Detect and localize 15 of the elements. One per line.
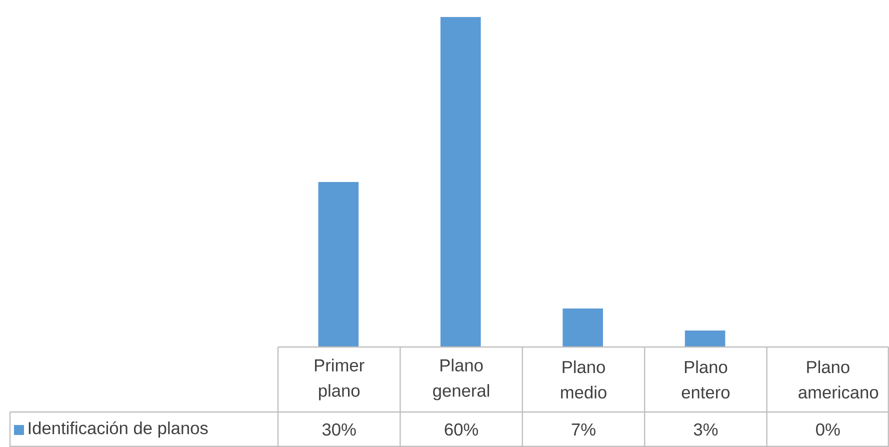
data-label: 30% — [322, 423, 356, 436]
x-tick-label: Plano americano — [798, 360, 878, 399]
x-tick-label: Primer plano — [315, 358, 364, 400]
x-tick-label: Plano medio — [561, 360, 606, 399]
x-tick-label: Plano general — [433, 358, 490, 400]
legend-label: Identificación de planos — [28, 421, 208, 438]
data-label: 3% — [694, 423, 718, 436]
bar — [562, 308, 603, 347]
data-label: 7% — [572, 423, 596, 436]
x-tick-label: Plano entero — [682, 360, 730, 399]
bar — [318, 182, 359, 347]
data-label: 60% — [444, 423, 478, 436]
data-label: 0% — [816, 423, 840, 436]
bar — [684, 330, 726, 347]
bar — [440, 16, 481, 347]
